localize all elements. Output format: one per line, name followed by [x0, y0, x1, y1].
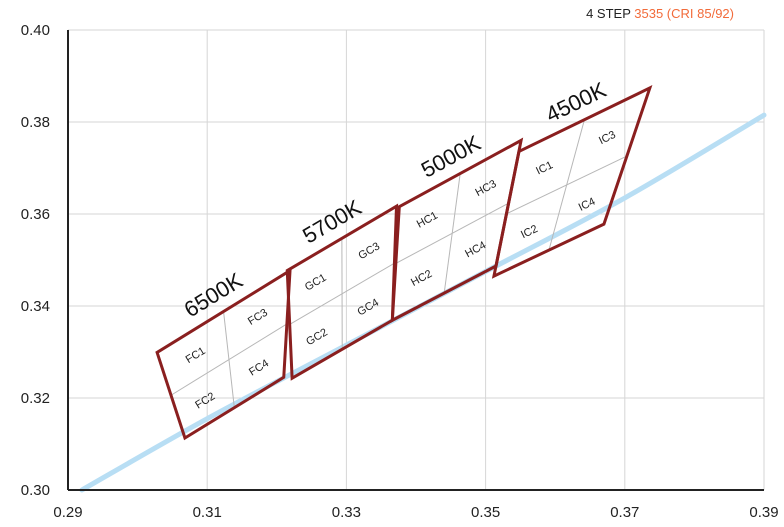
y-tick-label: 0.30	[21, 482, 50, 499]
y-tick-label: 0.32	[21, 390, 50, 407]
x-tick-label: 0.29	[53, 504, 82, 521]
header-highlight: 3535 (CRI 85/92)	[634, 6, 734, 21]
y-tick-label: 0.36	[21, 206, 50, 223]
cell-label-fc3: FC3	[246, 307, 270, 328]
cell-label-hc2: HC2	[409, 268, 434, 289]
axis-layer: 0.29 0.31 0.33 0.35 0.37 0.39 0.30 0.32 0.34 0.36…	[21, 22, 779, 521]
cell-label-ic1: IC1	[534, 159, 555, 177]
bin-divider-horizontal	[170, 323, 288, 396]
x-tick-label: 0.31	[193, 504, 222, 521]
bin-outline	[491, 85, 653, 279]
cell-label-ic3: IC3	[597, 129, 618, 147]
cell-label-hc1: HC1	[415, 210, 440, 231]
cell-label-gc1: GC1	[303, 272, 329, 294]
cell-label-fc4: FC4	[247, 357, 271, 378]
bin-5700k: GC1 GC3 GC2 GC4 5700K	[285, 194, 399, 381]
bin-4500k: IC1 IC3 IC2 IC4 4500K	[491, 77, 653, 279]
cct-label: 5000K	[417, 130, 485, 183]
cct-label: 5700K	[298, 194, 366, 248]
cell-label-fc1: FC1	[184, 345, 208, 366]
cell-label-hc4: HC4	[463, 239, 488, 260]
cell-label-ic4: IC4	[577, 196, 598, 214]
cell-label-fc2: FC2	[193, 390, 217, 411]
bin-divider-horizontal	[289, 262, 395, 325]
cell-label-gc3: GC3	[356, 240, 382, 262]
bin-divider-horizontal	[506, 155, 628, 215]
cell-label-gc4: GC4	[355, 297, 381, 319]
x-tick-label: 0.39	[749, 504, 778, 521]
grid-layer	[68, 29, 765, 490]
chart-header: 4 STEP 3535 (CRI 85/92)	[586, 6, 734, 21]
y-tick-label: 0.38	[21, 114, 50, 131]
x-tick-label: 0.35	[471, 504, 500, 521]
cct-label: 4500K	[542, 77, 610, 127]
cell-label-ic2: IC2	[519, 223, 540, 241]
x-tick-label: 0.33	[332, 504, 361, 521]
cell-label-gc2: GC2	[304, 326, 330, 348]
bin-divider-horizontal	[395, 202, 509, 264]
cct-label: 6500K	[180, 267, 248, 322]
header-prefix: 4 STEP	[586, 6, 635, 21]
bin-outline	[155, 267, 292, 441]
x-tick-label: 0.37	[610, 504, 639, 521]
y-tick-label: 0.40	[21, 22, 50, 39]
y-tick-label: 0.34	[21, 298, 50, 315]
